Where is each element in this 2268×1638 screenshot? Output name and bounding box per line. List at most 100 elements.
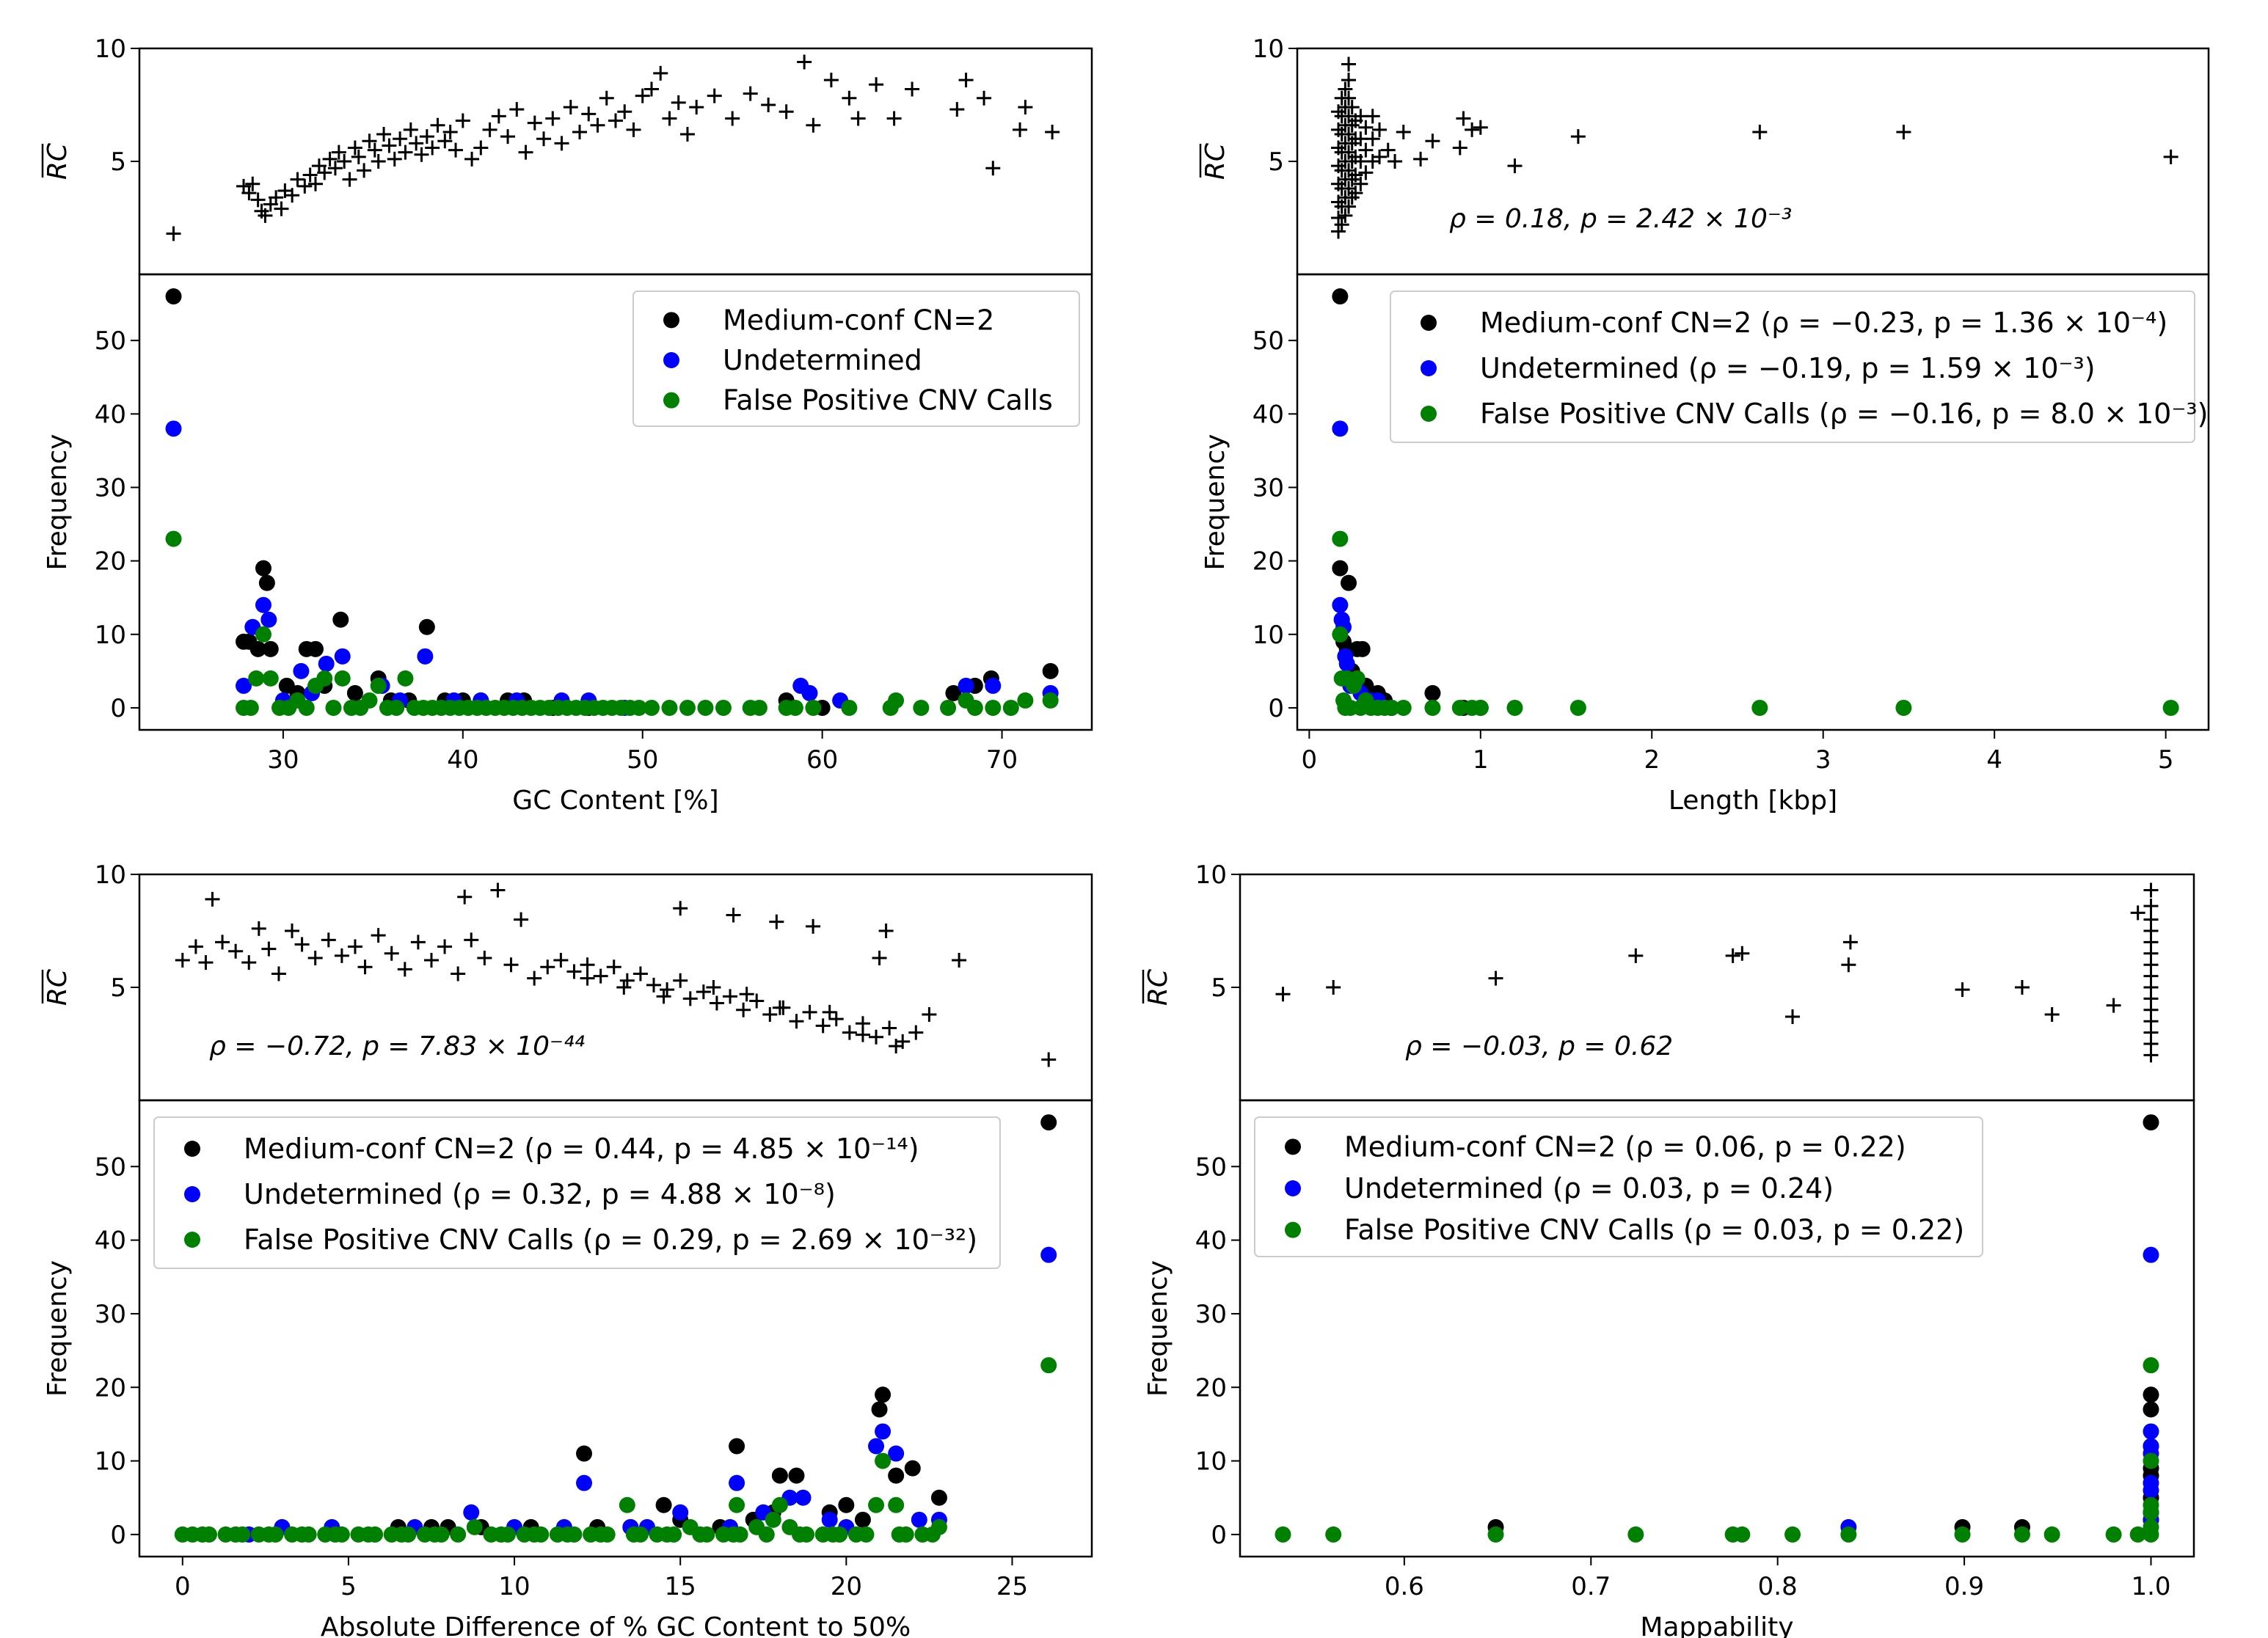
point-false_positive: [370, 677, 387, 694]
rc-plus-marker: [1041, 1052, 1057, 1067]
rc-plus-marker: [351, 149, 366, 164]
rc-plus-marker: [490, 882, 506, 898]
point-false_positive: [1954, 1526, 1971, 1543]
point-false_positive: [298, 699, 315, 716]
rc-ytick-label: 10: [1195, 860, 1227, 890]
rc-plus-marker: [878, 924, 894, 938]
rc-plus-marker: [1338, 81, 1353, 97]
xtick-label: 50: [627, 745, 658, 775]
point-undetermined: [875, 1423, 891, 1440]
rc-plus-marker: [726, 907, 741, 923]
frequency-ytick-label: 30: [1195, 1300, 1227, 1329]
rc-plus-marker: [822, 1004, 837, 1020]
rc-plus-marker: [166, 226, 181, 241]
point-false_positive: [630, 699, 647, 716]
point-undetermined: [576, 1474, 593, 1491]
rc-plus-marker: [393, 131, 408, 147]
point-medium: [1042, 662, 1059, 679]
rc-plus-marker: [342, 172, 357, 187]
rc-plus-marker: [518, 145, 533, 160]
xtick-label: 20: [831, 1572, 862, 1601]
rc-plus-marker: [1013, 122, 1028, 137]
rc-plus-marker: [608, 113, 623, 128]
rc-plus-marker: [842, 90, 857, 106]
point-medium: [945, 684, 962, 701]
point-undetermined: [293, 662, 310, 679]
legend-label-undetermined: Undetermined (ρ = −0.19, p = 1.59 × 10⁻³…: [1480, 352, 2096, 384]
rc-plus-marker: [241, 186, 257, 201]
legend-marker-medium: [1285, 1138, 1301, 1155]
rc-correlation-annotation: ρ = −0.72, p = 7.83 × 10⁻⁴⁴: [209, 1031, 585, 1061]
point-false_positive: [174, 1526, 191, 1543]
point-false_positive: [426, 1526, 443, 1543]
rc-plus-marker: [442, 124, 458, 139]
point-false_positive: [2013, 1526, 2030, 1543]
rc-plus-marker: [2130, 905, 2145, 921]
point-false_positive: [361, 692, 378, 709]
rc-plus-marker: [1365, 109, 1380, 124]
rc-plus-marker: [823, 73, 839, 88]
point-false_positive: [697, 699, 714, 716]
legend-box: [153, 1116, 1001, 1269]
panel-gc-difference: 5 10 RC 0 10 20 30 40 50 Frequency 0 5 10 15 20 25 Absol…: [41, 860, 1093, 1638]
point-false_positive: [2105, 1526, 2122, 1543]
rc-plus-marker: [1372, 149, 1388, 164]
rc-correlation-annotation: ρ = 0.18, p = 2.42 × 10⁻³: [1449, 204, 1792, 234]
rc-plus-marker: [1735, 946, 1750, 961]
rc-plus-marker: [736, 1002, 751, 1017]
rc-plus-marker: [1358, 120, 1374, 135]
rc-plus-marker: [1507, 158, 1523, 174]
legend-label-false_positive: False Positive CNV Calls (ρ = −0.16, p =…: [1480, 398, 2208, 430]
rc-plus-marker: [261, 941, 277, 957]
panel-length: 5 10 RC 0 10 20 30 40 50 Frequency 0 1 2 3 4 5 Length [k…: [1199, 34, 2210, 816]
rc-plus-marker: [331, 145, 346, 160]
point-medium: [655, 1496, 672, 1513]
point-medium: [307, 640, 324, 657]
point-false_positive: [966, 699, 983, 716]
point-undetermined: [1338, 655, 1355, 672]
point-false_positive: [891, 1526, 908, 1543]
panel-gc-content: 5 10 RC 0 10 20 30 40 50 Frequency 30 40 50 60 70 GC Co…: [41, 34, 1093, 816]
frequency-ylabel: Frequency: [43, 1260, 73, 1397]
legend-box: [1390, 290, 2195, 443]
rc-plus-marker: [290, 172, 305, 187]
xlabel: GC Content [%]: [512, 786, 718, 816]
rc-plus-marker: [662, 111, 677, 126]
point-undetermined: [2143, 1423, 2159, 1440]
rc-ylabel: RC: [1143, 968, 1173, 1006]
rc-plus-marker: [1358, 165, 1374, 180]
frequency-ytick-label: 30: [1252, 473, 1284, 502]
xtick-label: 0.6: [1385, 1572, 1424, 1601]
rc-plus-marker: [473, 140, 489, 156]
point-medium: [888, 1467, 905, 1484]
frequency-ytick-label: 0: [110, 1521, 126, 1550]
xtick-label: 0.7: [1571, 1572, 1611, 1601]
legend-marker-undetermined: [1285, 1180, 1301, 1196]
point-false_positive: [1487, 1526, 1504, 1543]
point-false_positive: [875, 1452, 891, 1469]
point-medium: [875, 1386, 891, 1403]
point-false_positive: [787, 699, 803, 716]
rc-plus-marker: [563, 100, 578, 115]
point-false_positive: [194, 1526, 211, 1543]
point-medium: [2143, 1386, 2159, 1403]
rc-plus-marker: [806, 117, 821, 133]
frequency-ylabel: Frequency: [43, 434, 73, 571]
frequency-ytick-label: 10: [1252, 621, 1284, 650]
frequency-ytick-label: 20: [1252, 547, 1284, 577]
frequency-ytick-label: 10: [1195, 1447, 1227, 1477]
rc-plus-marker: [362, 134, 377, 149]
rc-plus-marker: [1473, 120, 1488, 135]
point-false_positive: [1395, 699, 1412, 716]
frequency-ytick-label: 50: [1252, 326, 1284, 356]
xtick-label: 5: [2158, 745, 2174, 775]
point-false_positive: [888, 1496, 905, 1513]
point-medium: [930, 1489, 947, 1506]
rc-plus-marker: [646, 977, 662, 992]
point-medium: [729, 1438, 745, 1455]
point-undetermined: [672, 1504, 689, 1521]
point-undetermined: [911, 1511, 927, 1528]
rc-plus-marker: [707, 88, 722, 103]
rc-plus-marker: [772, 1000, 787, 1015]
frequency-ytick-label: 40: [95, 1226, 126, 1256]
